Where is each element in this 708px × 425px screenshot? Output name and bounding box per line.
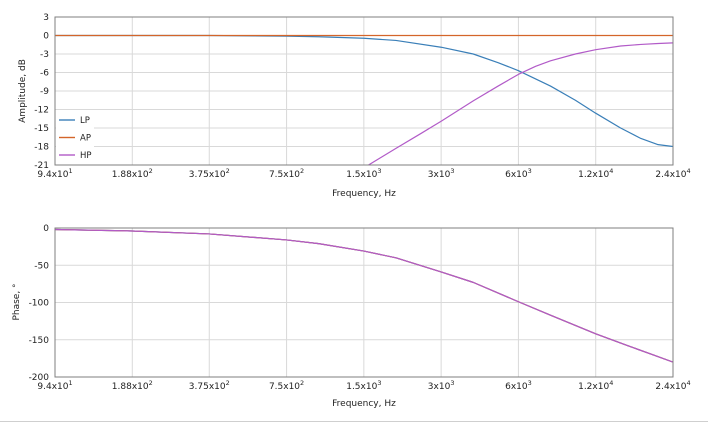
phase-y-axis-label: Phase, °	[12, 283, 22, 320]
phase-x-tick-label: 9.4x101	[37, 379, 72, 392]
amplitude-y-tick-label: -18	[34, 143, 49, 153]
amplitude-x-tick-label: 3x103	[428, 167, 455, 180]
phase-series-series-3-line	[55, 228, 673, 363]
amplitude-legend-label-ap: AP	[80, 134, 91, 144]
amplitude-x-tick-label: 3.75x102	[189, 167, 230, 180]
phase-y-tick-label: -100	[29, 299, 50, 309]
phase-x-tick-label: 3x103	[428, 379, 455, 392]
amplitude-plot-frame	[54, 16, 674, 166]
amplitude-series-group	[55, 34, 673, 165]
amplitude-y-tick-label: -15	[34, 124, 49, 134]
amplitude-y-tick-label: -6	[40, 69, 49, 79]
amplitude-legend-label-lp: LP	[80, 116, 90, 126]
phase-x-tick-label: 7.5x102	[269, 379, 304, 392]
amplitude-x-tick-label: 1.2x104	[578, 167, 613, 180]
amplitude-x-axis-label: Frequency, Hz	[332, 189, 396, 199]
amplitude-y-tick-label: -3	[40, 50, 49, 60]
amplitude-y-axis-label: Amplitude, dB	[18, 59, 28, 123]
amplitude-x-tick-label: 6x103	[505, 167, 532, 180]
amplitude-series-hp-line	[367, 42, 673, 165]
amplitude-y-tick-label: 3	[43, 13, 49, 23]
phase-x-tick-label: 1.5x103	[346, 379, 381, 392]
phase-series-group	[55, 228, 673, 363]
phase-plot-frame	[54, 227, 674, 378]
phase-x-tick-label: 6x103	[505, 379, 532, 392]
amplitude-x-tick-label: 9.4x101	[37, 167, 72, 180]
phase-y-tick-label: -150	[29, 336, 50, 346]
phase-y-tick-label: 0	[43, 224, 49, 234]
amplitude-y-tick-label: -12	[34, 106, 49, 116]
phase-y-tick-label: -50	[34, 261, 49, 271]
phase-x-tick-label: 1.2x104	[578, 379, 613, 392]
amplitude-x-tick-label: 2.4x104	[655, 167, 690, 180]
amplitude-chart: Amplitude, dB Frequency, Hz 3 0 -3 -6 -9 -12 -…	[18, 13, 691, 199]
amplitude-legend-label-hp: HP	[80, 151, 92, 161]
amplitude-x-tick-label: 1.88x102	[112, 167, 153, 180]
amplitude-legend: LP AP HP	[56, 112, 94, 162]
phase-x-tick-label: 3.75x102	[189, 379, 230, 392]
amplitude-x-tick-label: 7.5x102	[269, 167, 304, 180]
phase-x-axis-label: Frequency, Hz	[332, 399, 396, 409]
amplitude-x-tick-label: 1.5x103	[346, 167, 381, 180]
phase-chart: Phase, ° Frequency, Hz 0 -50 -100 -150 -2009…	[12, 224, 691, 409]
amplitude-y-tick-label: -21	[34, 161, 49, 171]
phase-y-tick-label: -200	[29, 373, 50, 383]
amplitude-y-tick-label: 0	[43, 32, 49, 42]
phase-x-tick-label: 2.4x104	[655, 379, 690, 392]
amplitude-y-tick-label: -9	[40, 87, 49, 97]
phase-x-tick-label: 1.88x102	[112, 379, 153, 392]
